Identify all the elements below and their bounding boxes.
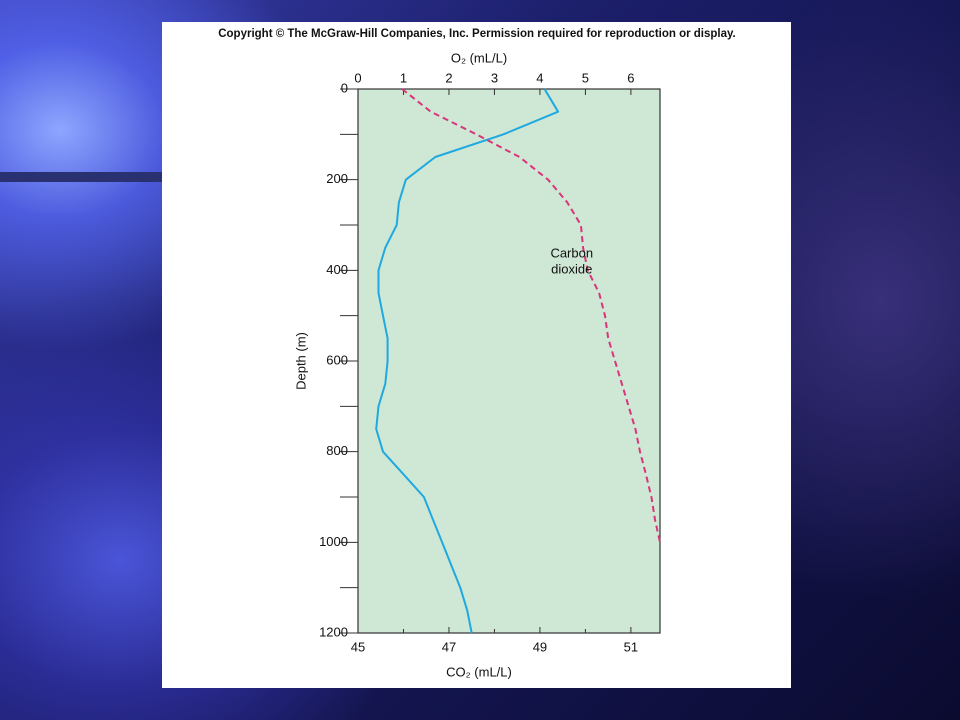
copyright: Copyright © The McGraw-Hill Companies, I… [218,28,736,40]
x2-tick-label: 6 [627,70,634,85]
x2-tick-label: 1 [400,70,407,85]
annotation-line: Carbon [550,246,593,261]
y-tick-label: 400 [326,262,348,277]
y-tick-label: 800 [326,443,348,458]
x-tick-label: 45 [351,639,365,654]
plot-area [357,88,661,634]
x-tick-label: 47 [442,639,456,654]
annotation: Carbon dioxide [550,246,593,277]
x-tick-label: 51 [624,639,638,654]
x-tick-label: 49 [533,639,547,654]
x-axis-label: CO₂ (mL/L) [446,664,512,679]
series-line [375,88,560,634]
series-line [401,88,661,543]
y-tick-label: 1200 [319,624,348,639]
x2-axis-label: O₂ (mL/L) [451,50,507,65]
x2-tick-label: 0 [354,70,361,85]
annotation-line: dioxide [551,262,592,277]
y-tick-label: 0 [341,80,348,95]
x2-tick-label: 4 [536,70,543,85]
slide-decoration [0,172,170,182]
y-tick-label: 600 [326,352,348,367]
x2-tick-label: 2 [445,70,452,85]
y-tick-label: 200 [326,171,348,186]
y-tick-label: 1000 [319,534,348,549]
x2-tick-label: 5 [582,70,589,85]
y-axis-label: Depth (m) [293,332,308,390]
x2-tick-label: 3 [491,70,498,85]
